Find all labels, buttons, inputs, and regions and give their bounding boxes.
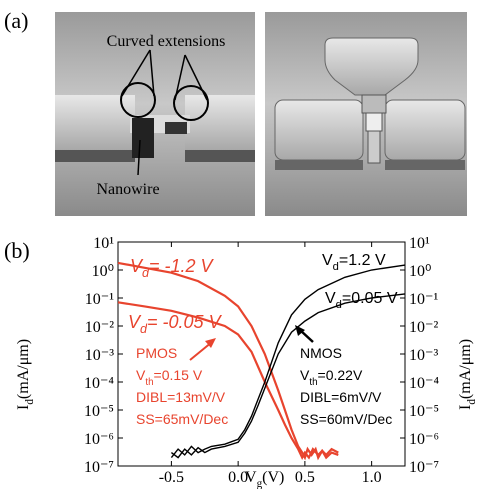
y-axis-label: Id(mA/μm) xyxy=(15,339,36,410)
curve-label: Vd= -0.05 V xyxy=(128,312,223,336)
panel-label: (b) xyxy=(4,238,30,263)
y-tick-label: 10⁻² xyxy=(85,319,114,336)
y-tick-label: 10¹ xyxy=(93,235,114,252)
device-title: NMOS xyxy=(300,345,342,361)
text-rest: (V) xyxy=(262,469,284,486)
y2-tick-label: 10⁻³ xyxy=(409,347,438,364)
y-tick-label: 10⁻³ xyxy=(85,347,114,364)
text-base: V xyxy=(245,469,257,486)
y2-tick-label: 10⁻⁴ xyxy=(409,375,439,392)
y2-tick-label: 10⁻² xyxy=(409,319,438,336)
x-tick-label: 1.0 xyxy=(362,469,382,486)
text-subscript: th xyxy=(309,377,317,388)
x-tick-label: 0.5 xyxy=(295,469,315,486)
curve-label: Vd=0.05 V xyxy=(325,290,398,311)
device-vth: Vth=0.22V xyxy=(300,367,363,388)
y-tick-label: 10⁻¹ xyxy=(85,291,114,308)
y-tick-label: 10⁻⁵ xyxy=(84,403,114,420)
y-tick-label: 10⁻⁴ xyxy=(84,375,114,392)
annotation: Curved extensions xyxy=(107,33,226,50)
device-dibl: DIBL=6mV/V xyxy=(300,389,382,405)
text-subscript: th xyxy=(145,377,153,388)
text-rest: = -1.2 V xyxy=(149,256,215,276)
device-vth: Vth=0.15 V xyxy=(136,367,203,388)
x-tick-label: -0.5 xyxy=(159,469,184,486)
y2-tick-label: 10⁻⁵ xyxy=(409,403,439,420)
y2-tick-label: 10⁻⁷ xyxy=(409,459,439,476)
y2-tick-label: 10⁻⁶ xyxy=(409,431,439,448)
text-rest: =1.2 V xyxy=(339,252,386,269)
y2-tick-label: 10⁻¹ xyxy=(409,291,438,308)
y-tick-label: 10⁰ xyxy=(92,263,114,280)
device-ss: SS=60mV/Dec xyxy=(300,411,392,427)
annotation: Nanowire xyxy=(96,181,159,198)
sem-image-right xyxy=(265,12,467,216)
text-rest: =0.15 V xyxy=(154,367,203,383)
text-rest: (mA/μm) xyxy=(15,339,32,399)
y2-tick-label: 10¹ xyxy=(409,235,430,252)
y2-axis-label: Id(mA/μm) xyxy=(457,339,478,410)
device-title: PMOS xyxy=(136,345,177,361)
text-rest: =0.22V xyxy=(318,367,363,383)
text-rest: = -0.05 V xyxy=(147,312,223,332)
y-tick-label: 10⁻⁶ xyxy=(84,431,114,448)
text-base: V xyxy=(325,290,336,307)
device-ss: SS=65mV/Dec xyxy=(136,411,228,427)
y-tick-label: 10⁻⁷ xyxy=(84,459,114,476)
text-rest: =0.05 V xyxy=(342,290,398,307)
text-rest: (mA/μm) xyxy=(457,339,474,399)
text-base: V xyxy=(322,252,333,269)
panel-label: (a) xyxy=(4,8,28,33)
device-dibl: DIBL=13mV/V xyxy=(136,389,226,405)
figure: (a) Curved extensions Nanowire (b) xyxy=(0,0,487,489)
x-axis-label: Vg(V) xyxy=(245,469,284,489)
y2-tick-label: 10⁰ xyxy=(409,263,431,280)
curve-label: Vd= -1.2 V xyxy=(130,256,215,280)
